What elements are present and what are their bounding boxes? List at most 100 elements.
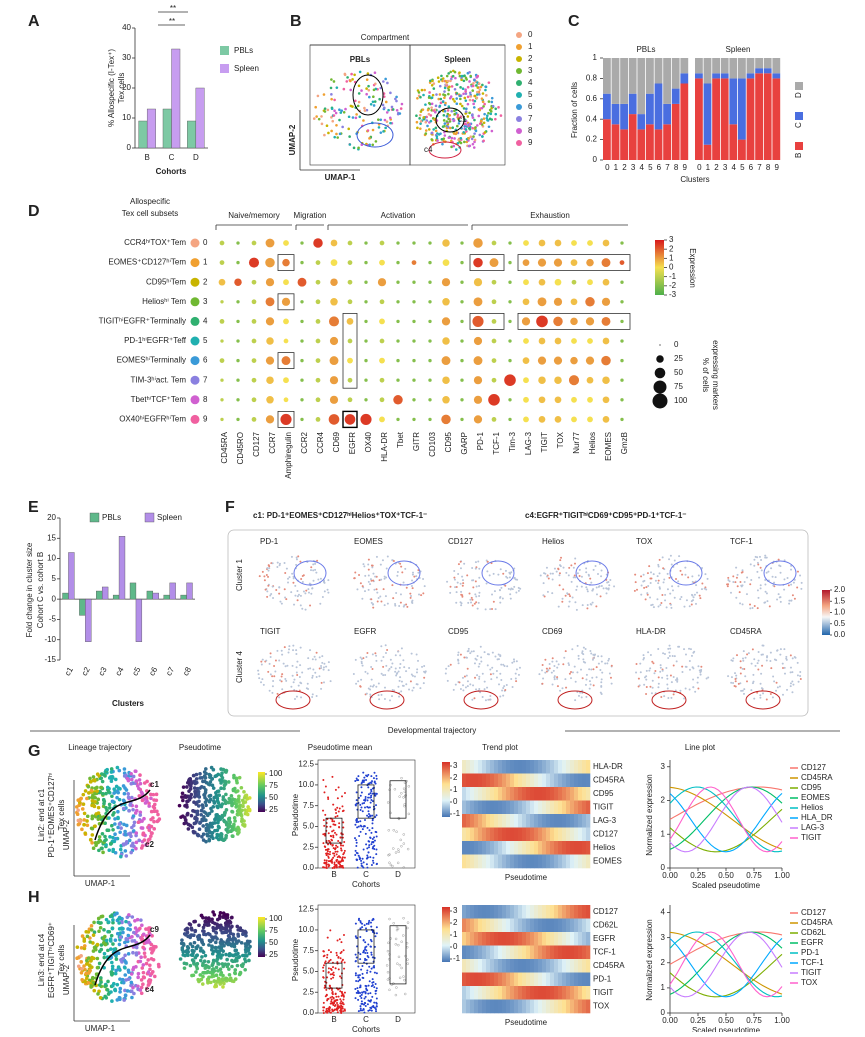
feature-point [293, 604, 295, 606]
umap-point [156, 813, 160, 817]
feature-point [403, 581, 405, 583]
dot [523, 259, 530, 266]
row-label: PD-1ʰⁱEGFR⁺Teff [124, 336, 187, 345]
pseudotime-point [209, 824, 213, 828]
feature-point [480, 646, 482, 648]
strip-point [323, 791, 325, 793]
feature-point [372, 607, 374, 609]
feature-point [756, 556, 758, 558]
umap-point [430, 132, 433, 135]
x-axis-label: UMAP-1 [325, 173, 356, 182]
pseudotime-point [194, 970, 198, 974]
pseudotime-point [216, 818, 220, 822]
umap-point [465, 110, 468, 113]
feature-point [592, 668, 594, 670]
x-tick-label: c5 [130, 665, 142, 677]
pseudotime-point [207, 976, 211, 980]
feature-point [296, 674, 298, 676]
feature-point [729, 580, 731, 582]
feature-point [500, 664, 502, 666]
strip-point [370, 843, 372, 845]
pseudotime-point [186, 781, 190, 785]
heat-cell [578, 774, 582, 788]
heat-cell [550, 801, 554, 815]
dot [380, 378, 385, 383]
bar-segment [738, 140, 746, 160]
feature-point [739, 602, 741, 604]
umap-point [106, 988, 110, 992]
feature-point [464, 675, 466, 677]
heat-cell [546, 814, 550, 828]
dot [554, 376, 562, 384]
pseudotime-point [192, 800, 196, 804]
umap-point [112, 787, 116, 791]
dot [523, 298, 530, 305]
strip-point [343, 810, 345, 812]
feature-point [667, 697, 669, 699]
umap-point [112, 791, 116, 795]
strip-point [328, 832, 330, 834]
strip-point [372, 793, 374, 795]
feature-point [697, 682, 699, 684]
feature-point [585, 648, 587, 650]
x-tick-label: D [395, 870, 401, 879]
umap-point [401, 103, 404, 106]
pseudotime-point [224, 828, 228, 832]
dot [284, 339, 289, 344]
feature-point [750, 563, 752, 565]
heat-cell [558, 801, 562, 815]
cluster-tag: c2 [145, 840, 154, 849]
umap-point [111, 927, 115, 931]
strip-point [344, 962, 346, 964]
feature-point [386, 649, 388, 651]
bar-segment [695, 58, 703, 73]
feature-point [544, 672, 546, 674]
pseudotime-point [224, 977, 228, 981]
strip-point [331, 820, 333, 822]
dot [348, 397, 353, 402]
dot [396, 418, 399, 421]
feature-point [740, 667, 742, 669]
colorbar-label: 0.5 [834, 619, 846, 628]
umap-point [137, 820, 141, 824]
feature-point [353, 577, 355, 579]
x-tick-label: B [331, 1015, 336, 1024]
umap-point [76, 945, 80, 949]
dot [280, 414, 291, 425]
umap-point [135, 953, 139, 957]
strip-point [343, 994, 345, 996]
umap-point [118, 830, 122, 834]
strip-ring [395, 852, 397, 854]
row-label: TIM-3ʰⁱact. Tem [131, 375, 187, 384]
feature-point [748, 652, 750, 654]
umap-point [439, 85, 442, 88]
umap-point [323, 93, 326, 96]
feature-point [316, 560, 318, 562]
feature-point [473, 697, 475, 699]
pseudotime-point [201, 982, 205, 986]
strip-point [368, 844, 370, 846]
feature-point [541, 669, 543, 671]
feature-point [284, 562, 286, 564]
umap-point [368, 144, 371, 147]
feature-point [279, 601, 281, 603]
pseudotime-point [232, 933, 236, 937]
column-header: Trend plot [482, 743, 519, 752]
feature-point [323, 580, 325, 582]
heat-cell [522, 814, 526, 828]
umap-point [88, 963, 92, 967]
feature-point [490, 698, 492, 700]
heat-cell [570, 787, 574, 801]
legend-dot [516, 44, 522, 50]
feature-point [744, 581, 746, 583]
feature-point [762, 645, 764, 647]
umap-point [114, 837, 118, 841]
heat-cell [550, 774, 554, 788]
dot [571, 298, 578, 305]
row-id: 5 [203, 336, 208, 345]
dot [508, 398, 511, 401]
dot [331, 259, 338, 266]
umap-point [344, 73, 347, 76]
strip-point [340, 1000, 342, 1002]
heat-cell [466, 841, 470, 855]
